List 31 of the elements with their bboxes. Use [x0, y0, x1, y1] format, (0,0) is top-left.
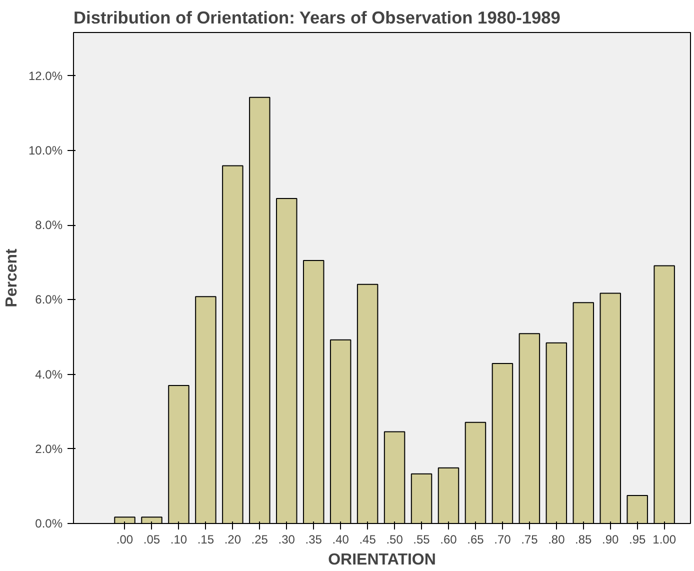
x-axis-title: ORIENTATION	[328, 552, 436, 568]
x-tick-label: .20	[224, 532, 242, 546]
x-tick-label: .90	[602, 532, 620, 546]
y-tick-label: 12.0%	[28, 68, 63, 83]
x-tick-label: .50	[386, 532, 404, 546]
y-tick-label: 2.0%	[35, 442, 63, 456]
x-tick-label: .65	[467, 532, 484, 546]
y-tick-label: 6.0%	[35, 292, 63, 307]
y-tick-label: 8.0%	[35, 218, 63, 232]
x-tick-label: .85	[575, 532, 592, 546]
x-tick-label: .75	[521, 532, 538, 546]
x-tick-label: .55	[413, 532, 430, 546]
y-axis-title: Percent	[3, 248, 20, 308]
y-tick-label: 0.0%	[35, 516, 63, 530]
x-tick-label: .15	[197, 532, 214, 546]
y-tick-label: 4.0%	[35, 367, 63, 382]
x-tick-label: .70	[494, 532, 512, 546]
x-tick-label: .05	[143, 532, 160, 546]
x-tick-label: .40	[332, 532, 350, 546]
chart-title: Distribution of Orientation: Years of Observation 1980-1989	[74, 8, 560, 28]
x-tick-label: 1.00	[652, 532, 676, 546]
x-tick-label: .60	[440, 532, 458, 546]
x-tick-label: .25	[251, 532, 268, 546]
x-tick-label: .80	[548, 532, 566, 546]
x-tick-label: .35	[305, 532, 322, 546]
x-tick-label: .45	[359, 532, 376, 546]
y-tick-label: 10.0%	[28, 143, 63, 158]
x-tick-label: .00	[116, 532, 134, 546]
x-tick-label: .10	[170, 532, 188, 546]
x-tick-label: .30	[278, 532, 296, 546]
x-tick-label: .95	[629, 532, 646, 546]
